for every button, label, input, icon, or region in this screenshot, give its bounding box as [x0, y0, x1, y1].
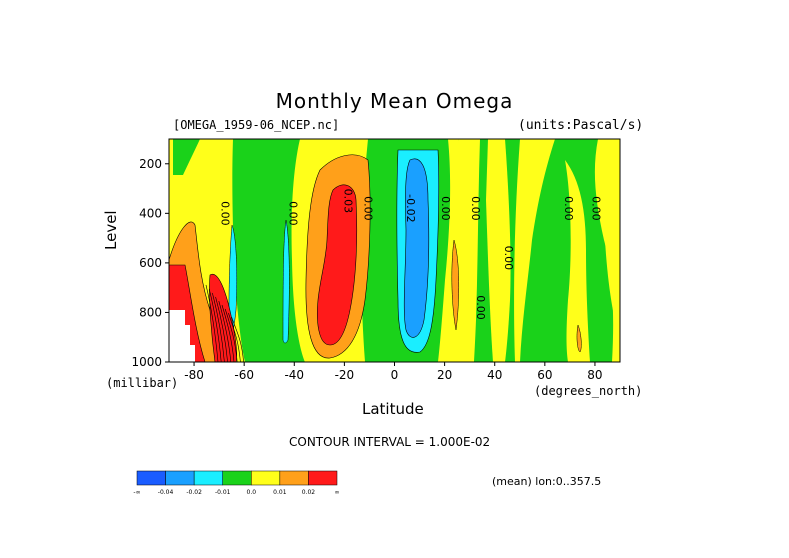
yellow-intrusion-north-3 — [565, 160, 590, 362]
x-tick-label: 60 — [537, 368, 552, 382]
contour-label: 0.03 — [341, 189, 354, 214]
colorbar-swatch — [193, 470, 223, 486]
x-axis-ticks: -80 -60 -40 -20 0 20 40 60 80 — [184, 362, 603, 382]
contour-line — [228, 312, 241, 362]
yellow-intrusion-north-2 — [514, 139, 555, 362]
colorbar-label: -0.02 — [186, 489, 202, 496]
y-tick-label: 600 — [139, 256, 162, 270]
contour-line — [215, 296, 228, 362]
colorbar-label: -0.01 — [215, 489, 231, 496]
x-tick-label: -20 — [335, 368, 355, 382]
colorbar-swatch — [251, 470, 281, 486]
contour-label: -0.02 — [404, 194, 417, 222]
yellow-intrusion-north-4 — [458, 139, 480, 362]
contour-line — [205, 284, 219, 362]
y-axis-unit-label: (millibar) — [106, 376, 179, 390]
units-label: (units:Pascal/s) — [518, 118, 644, 133]
contour-line — [218, 300, 232, 362]
contour-label: 0.00 — [469, 196, 482, 221]
contour-line — [231, 316, 244, 362]
masked-terrain — [169, 310, 195, 362]
colorbar-label: -∞ — [133, 489, 140, 496]
x-tick-label: -80 — [184, 368, 204, 382]
y-axis-ticks: 200 400 600 800 1000 — [131, 157, 169, 369]
contour-label: 0.00 — [286, 201, 299, 226]
dense-contour-lines — [205, 284, 244, 362]
contour-line — [212, 292, 225, 362]
orange-sliver-far-north — [576, 324, 582, 353]
y-tick-label: 200 — [139, 157, 162, 171]
dataset-label: [OMEGA_1959-06_NCEP.nc] — [173, 118, 340, 132]
y-tick-label: 400 — [139, 206, 162, 220]
colorbar-label: 0.0 — [247, 489, 257, 496]
contour-interval-text: CONTOUR INTERVAL = 1.000E-02 — [289, 435, 491, 449]
x-tick-label: 20 — [437, 368, 452, 382]
colorbar-label: 0.01 — [273, 489, 287, 496]
x-tick-label: 80 — [587, 368, 602, 382]
x-tick-label: -60 — [234, 368, 254, 382]
y-tick-label: 1000 — [131, 355, 162, 369]
colorbar-swatch — [308, 470, 338, 486]
contour-label: 0.00 — [361, 196, 374, 221]
x-tick-label: 40 — [487, 368, 502, 382]
x-tick-label: -40 — [284, 368, 304, 382]
orange-sliver-north — [451, 239, 460, 331]
yellow-intrusion-edge — [605, 240, 620, 340]
yellow-intrusion-north-1 — [486, 139, 511, 362]
green-region-polar — [173, 139, 200, 175]
contour-label: 0.00 — [589, 196, 602, 221]
colorbar-swatch — [136, 470, 166, 486]
colorbar: -∞ -0.04 -0.02 -0.01 0.0 0.01 0.02 ∞ — [133, 470, 340, 496]
colorbar-label: ∞ — [335, 489, 340, 496]
red-positive-core — [317, 184, 358, 346]
colorbar-label: 0.02 — [302, 489, 316, 496]
contour-label: 0.00 — [502, 246, 515, 271]
colorbar-label: -0.04 — [158, 489, 174, 496]
contour-line — [224, 308, 238, 362]
colorbar-swatch — [222, 470, 252, 486]
x-tick-label: 0 — [391, 368, 399, 382]
x-axis-unit-label: (degrees_north) — [534, 384, 643, 398]
contour-label: 0.00 — [474, 295, 487, 320]
chart-title: Monthly Mean Omega — [275, 89, 514, 113]
longitude-footnote: (mean) lon:0..357.5 — [492, 475, 602, 488]
contour-field — [169, 139, 620, 362]
colorbar-swatch — [165, 470, 195, 486]
cyan-sliver-2 — [282, 219, 290, 344]
blue-negative-core — [403, 158, 430, 338]
contour-line — [208, 288, 222, 362]
colorbar-swatch — [279, 470, 309, 486]
y-tick-label: 800 — [139, 305, 162, 319]
x-axis-label: Latitude — [362, 400, 424, 418]
contour-label: 0.00 — [562, 196, 575, 221]
contour-label: 0.00 — [439, 196, 452, 221]
contour-label: 0.00 — [219, 201, 232, 226]
contour-labels: 0.00 0.00 0.03 0.00 -0.02 0.00 0.00 0.00 0.00 0.0… — [219, 189, 603, 320]
contour-line — [221, 304, 235, 362]
